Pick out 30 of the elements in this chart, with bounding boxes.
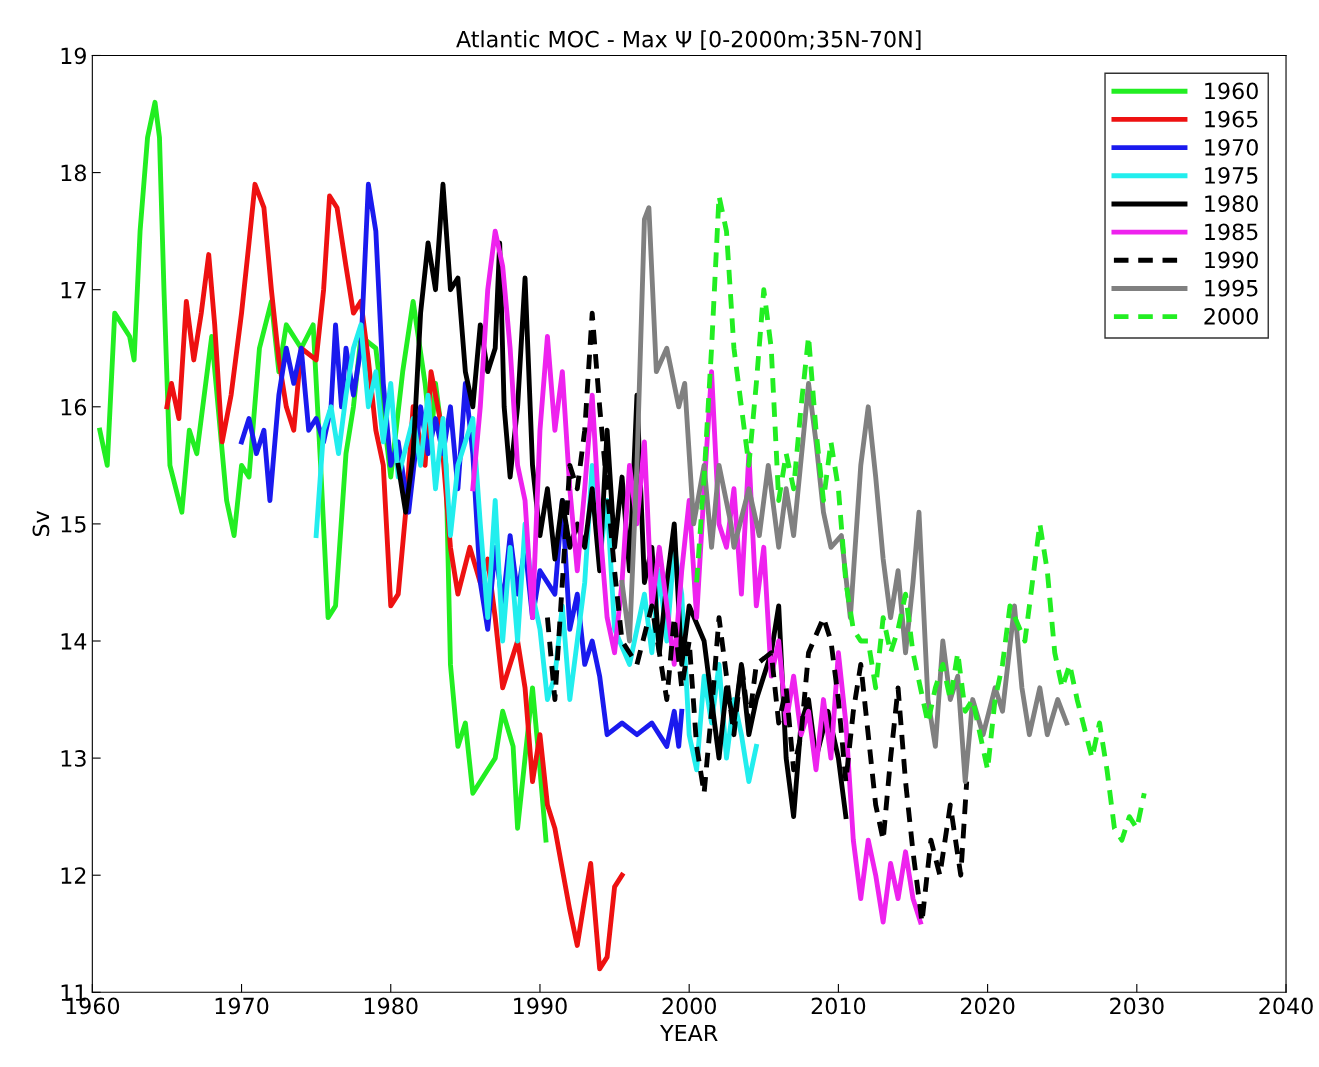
x-tick-label: 1980 — [364, 997, 418, 1015]
legend-label: 1985 — [1205, 223, 1258, 241]
y-tick-label: 18 — [61, 164, 86, 182]
legend-label: 1975 — [1205, 167, 1258, 184]
legend-label: 1990 — [1205, 251, 1258, 269]
legend-label: 1965 — [1205, 110, 1258, 128]
y-axis-title: Sv — [32, 510, 50, 537]
y-tick-label: 16 — [61, 398, 87, 416]
y-tick-label: 15 — [61, 516, 86, 533]
legend-label: 1995 — [1205, 279, 1258, 297]
y-tick-label: 19 — [61, 47, 86, 65]
x-tick-label: 1990 — [514, 997, 567, 1015]
x-axis-title: YEAR — [660, 1024, 718, 1042]
y-tick-label: 14 — [61, 633, 87, 650]
line-series — [470, 228, 923, 925]
y-tick-label: 13 — [61, 750, 86, 767]
x-tick-label: 2040 — [1259, 997, 1313, 1015]
legend-label: 2000 — [1204, 307, 1258, 325]
legend-label: 1960 — [1205, 82, 1258, 100]
legend-label: 1970 — [1205, 138, 1258, 156]
x-tick-label: 1970 — [215, 997, 269, 1015]
chart-title: Atlantic MOC - Max Ψ [0-2000m;35N-70N] — [456, 30, 921, 51]
x-tick-label: 2000 — [662, 997, 716, 1015]
line-series — [619, 205, 1070, 784]
y-tick-label: 12 — [61, 867, 86, 884]
y-tick-label: 17 — [61, 281, 86, 299]
x-tick-label: 2010 — [811, 997, 866, 1015]
x-tick-label: 2030 — [1110, 997, 1164, 1015]
x-tick-label: 2020 — [960, 997, 1015, 1015]
legend-label: 1980 — [1205, 195, 1258, 213]
